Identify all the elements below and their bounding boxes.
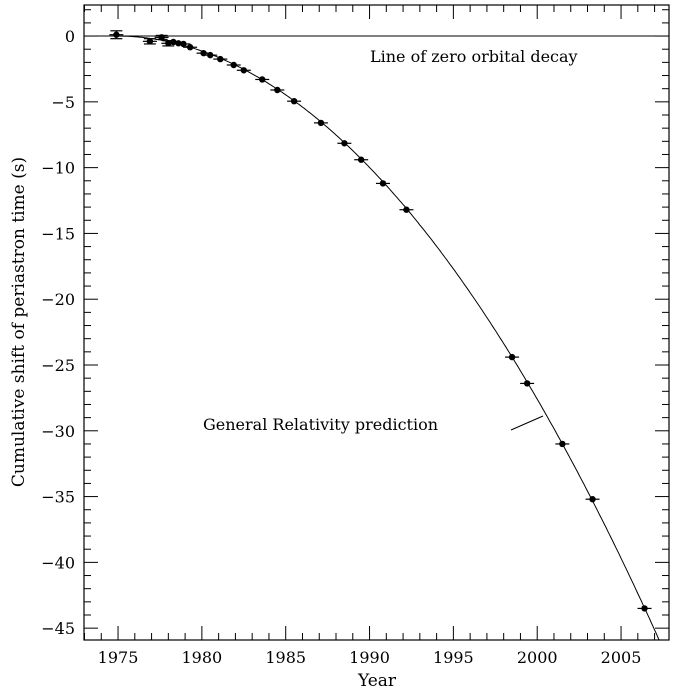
point-marker: [240, 67, 247, 74]
data-point: [213, 55, 228, 63]
data-point: [236, 67, 251, 74]
y-tick-label: −5: [51, 93, 75, 112]
point-marker: [113, 31, 120, 38]
point-marker: [523, 380, 531, 387]
gr-prediction-curve: [116, 35, 660, 641]
y-tick-label: −45: [41, 619, 75, 638]
point-marker: [230, 61, 237, 69]
point-marker: [508, 353, 516, 361]
data-point: [354, 156, 369, 163]
x-tick-label: 1990: [349, 648, 390, 667]
x-tick-label: 1995: [433, 648, 474, 667]
data-point: [637, 605, 652, 612]
data-points: [109, 30, 652, 612]
point-marker: [589, 496, 596, 503]
data-point: [375, 180, 390, 187]
y-tick-label: −40: [41, 553, 75, 572]
data-point: [142, 38, 157, 45]
x-tick-label: 1975: [98, 648, 139, 667]
point-marker: [341, 140, 348, 147]
point-marker: [186, 44, 194, 51]
data-point: [270, 86, 285, 94]
x-tick-label: 2005: [601, 648, 642, 667]
y-axis-label: Cumulative shift of periastron time (s): [9, 157, 29, 487]
data-point: [337, 140, 352, 147]
annotation-pointer: [510, 415, 544, 431]
data-point: [585, 496, 600, 503]
point-marker: [207, 51, 214, 59]
data-point: [203, 51, 218, 59]
x-tick-label: 1980: [182, 648, 223, 667]
annotation-zero-decay: Line of zero orbital decay: [370, 47, 578, 66]
y-tick-label: −30: [41, 422, 75, 441]
data-point: [555, 440, 570, 448]
point-marker: [259, 76, 266, 83]
data-point: [226, 61, 241, 69]
point-marker: [146, 38, 154, 45]
data-point: [505, 353, 520, 361]
x-tick-label: 2000: [517, 648, 558, 667]
point-marker: [217, 55, 224, 63]
plot-frame: [83, 4, 670, 641]
data-point: [399, 206, 414, 213]
x-tick-label: 1985: [265, 648, 306, 667]
point-marker: [559, 440, 566, 448]
data-point: [176, 40, 191, 48]
point-marker: [317, 119, 325, 127]
y-tick-label: −35: [41, 488, 75, 507]
point-marker: [290, 97, 298, 105]
y-tick-label: −20: [41, 290, 75, 309]
point-marker: [641, 605, 648, 612]
data-point: [520, 380, 535, 387]
axis-ticks: [84, 5, 669, 640]
y-tick-labels: 0 −5 −10 −15 −20 −25 −30 −35 −40 −45: [41, 27, 75, 638]
y-tick-label: −15: [41, 224, 75, 243]
y-tick-label: −10: [41, 159, 75, 178]
point-marker: [403, 206, 410, 213]
x-axis-label: Year: [357, 671, 397, 691]
x-tick-labels: 1975 1980 1985 1990 1995 2000 2005: [98, 648, 642, 667]
data-point: [313, 119, 328, 127]
data-point: [183, 44, 198, 51]
annotation-gr-prediction: General Relativity prediction: [203, 415, 438, 434]
data-point: [287, 97, 302, 105]
point-marker: [180, 40, 187, 48]
y-tick-label: −25: [41, 356, 75, 375]
data-point: [109, 30, 124, 40]
point-marker: [274, 86, 281, 94]
point-marker: [158, 34, 165, 41]
data-point: [154, 34, 169, 41]
y-tick-label: 0: [65, 27, 75, 46]
data-point: [255, 76, 270, 83]
point-marker: [175, 40, 182, 47]
point-marker: [379, 180, 387, 187]
point-marker: [357, 156, 365, 163]
